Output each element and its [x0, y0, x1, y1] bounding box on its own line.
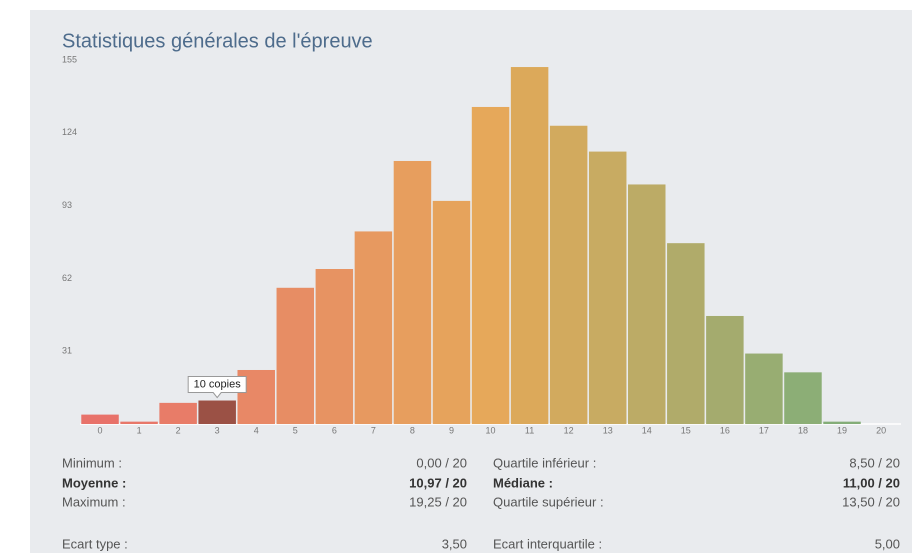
- x-tick-label: 0: [98, 425, 103, 435]
- bar: [198, 400, 236, 424]
- bar: [393, 160, 432, 424]
- bar: [549, 125, 588, 425]
- x-tick-label: 13: [603, 425, 613, 435]
- x-tick-label: 4: [254, 425, 259, 435]
- bar: [159, 402, 197, 424]
- bar: [81, 414, 119, 424]
- stat-cell: Moyenne :: [62, 475, 126, 490]
- stat-cell: 5,00: [875, 536, 900, 551]
- tooltip-box: [187, 376, 247, 399]
- x-tick-label: 5: [293, 425, 298, 435]
- bar: [745, 353, 783, 424]
- stat-cell: 0,00 / 20: [416, 455, 467, 470]
- tooltip-text: 10 copies: [194, 378, 242, 390]
- bar: [432, 200, 471, 424]
- x-tick-label: 9: [449, 425, 454, 435]
- stat-cell: Maximum :: [62, 494, 126, 509]
- stat-cell: Minimum :: [62, 455, 122, 470]
- x-tick-label: 6: [332, 425, 337, 435]
- bar: [588, 151, 627, 424]
- stat-cell: 11,00 / 20: [843, 475, 900, 490]
- bar: [276, 287, 315, 424]
- panel: [30, 10, 912, 553]
- stat-cell: 8,50 / 20: [849, 455, 900, 470]
- stat-cell: Quartile inférieur :: [493, 455, 596, 470]
- stat-cell: 3,50: [442, 536, 467, 551]
- y-tick-label: 155: [62, 54, 77, 64]
- stat-cell: Médiane :: [493, 475, 553, 490]
- bar: [706, 315, 744, 424]
- x-tick-label: 18: [798, 425, 808, 435]
- bar: [823, 421, 861, 424]
- stat-cell: Ecart type :: [62, 536, 128, 551]
- bar: [120, 421, 158, 424]
- x-tick-label: 16: [720, 425, 730, 435]
- x-tick-label: 17: [759, 425, 769, 435]
- y-tick-label: 93: [62, 200, 72, 210]
- x-tick-label: 20: [876, 425, 886, 435]
- bar: [784, 372, 822, 424]
- x-tick-label: 12: [564, 425, 574, 435]
- x-tick-label: 3: [215, 425, 220, 435]
- stat-cell: 19,25 / 20: [409, 494, 467, 509]
- bar: [354, 231, 393, 424]
- x-tick-label: 8: [410, 425, 415, 435]
- x-tick-label: 2: [176, 425, 181, 435]
- x-tick-label: 19: [837, 425, 847, 435]
- bar: [628, 184, 666, 424]
- x-tick-label: 1: [137, 425, 142, 435]
- x-tick-label: 14: [642, 425, 652, 435]
- bar: [510, 67, 549, 424]
- stat-cell: Quartile supérieur :: [493, 494, 604, 509]
- x-tick-label: 10: [486, 425, 496, 435]
- bar: [667, 243, 705, 424]
- stat-cell: 13,50 / 20: [842, 494, 900, 509]
- x-tick-label: 7: [371, 425, 376, 435]
- y-tick-label: 62: [62, 273, 72, 283]
- stat-cell: Ecart interquartile :: [493, 536, 602, 551]
- stat-cell: 10,97 / 20: [409, 475, 467, 490]
- y-tick-label: 124: [62, 127, 77, 137]
- bar: [315, 269, 354, 424]
- y-tick-label: 31: [62, 346, 72, 356]
- x-tick-label: 15: [681, 425, 691, 435]
- bar: [471, 106, 510, 424]
- chart-title: Statistiques générales de l'épreuve: [62, 30, 373, 52]
- x-tick-label: 11: [525, 425, 534, 435]
